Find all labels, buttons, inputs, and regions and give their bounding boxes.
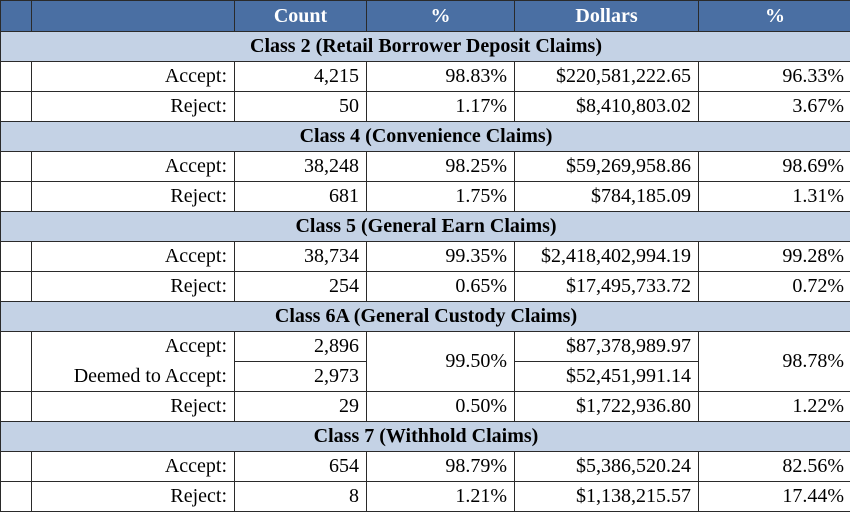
- class-title-row: Class 4 (Convenience Claims): [1, 122, 850, 152]
- count-percent-cell: 98.25%: [367, 152, 515, 182]
- row-spacer: [1, 182, 32, 212]
- dollars-percent-cell: 0.72%: [699, 272, 850, 302]
- count-cell: 8: [235, 482, 367, 512]
- table-row: Reject: 50 1.17% $8,410,803.02 3.67%: [1, 92, 850, 122]
- count-cell: 254: [235, 272, 367, 302]
- table-row: Reject: 8 1.21% $1,138,215.57 17.44%: [1, 482, 850, 512]
- row-label: Accept:: [32, 62, 235, 92]
- count-cell: 29: [235, 392, 367, 422]
- row-label: Accept:: [32, 242, 235, 272]
- count-percent-cell: 99.35%: [367, 242, 515, 272]
- header-row: Count % Dollars %: [1, 1, 850, 32]
- count-cell: 654: [235, 452, 367, 482]
- row-label: Deemed to Accept:: [32, 362, 235, 392]
- count-cell: 38,734: [235, 242, 367, 272]
- table-row: Accept: 38,734 99.35% $2,418,402,994.19 …: [1, 242, 850, 272]
- row-label: Reject:: [32, 272, 235, 302]
- count-percent-cell: 0.65%: [367, 272, 515, 302]
- dollars-percent-cell: 96.33%: [699, 62, 850, 92]
- row-label: Reject:: [32, 482, 235, 512]
- row-spacer: [1, 452, 32, 482]
- table-row: Reject: 29 0.50% $1,722,936.80 1.22%: [1, 392, 850, 422]
- count-percent-cell: 98.79%: [367, 452, 515, 482]
- dollars-cell: $1,138,215.57: [515, 482, 699, 512]
- dollars-cell: $5,386,520.24: [515, 452, 699, 482]
- class-title-row: Class 2 (Retail Borrower Deposit Claims): [1, 32, 850, 62]
- count-percent-cell: 98.83%: [367, 62, 515, 92]
- count-cell: 2,973: [235, 362, 367, 392]
- row-spacer: [1, 152, 32, 182]
- table-row: Reject: 254 0.65% $17,495,733.72 0.72%: [1, 272, 850, 302]
- row-label: Reject:: [32, 392, 235, 422]
- count-percent-cell: 99.50%: [367, 332, 515, 392]
- dollars-cell: $17,495,733.72: [515, 272, 699, 302]
- row-spacer: [1, 392, 32, 422]
- dollars-percent-cell: 98.69%: [699, 152, 850, 182]
- class-title: Class 5 (General Earn Claims): [1, 212, 850, 242]
- dollars-percent-cell: 82.56%: [699, 452, 850, 482]
- row-label: Accept:: [32, 332, 235, 362]
- dollars-percent-cell: 98.78%: [699, 332, 850, 392]
- header-count-percent: %: [367, 1, 515, 32]
- table-row: Accept: 654 98.79% $5,386,520.24 82.56%: [1, 452, 850, 482]
- header-count: Count: [235, 1, 367, 32]
- header-blank: [1, 1, 32, 32]
- row-label: Reject:: [32, 182, 235, 212]
- dollars-cell: $220,581,222.65: [515, 62, 699, 92]
- class-title-row: Class 7 (Withhold Claims): [1, 422, 850, 452]
- count-percent-cell: 0.50%: [367, 392, 515, 422]
- count-cell: 50: [235, 92, 367, 122]
- table-row: Accept: 4,215 98.83% $220,581,222.65 96.…: [1, 62, 850, 92]
- dollars-cell: $52,451,991.14: [515, 362, 699, 392]
- count-percent-cell: 1.21%: [367, 482, 515, 512]
- dollars-cell: $2,418,402,994.19: [515, 242, 699, 272]
- dollars-cell: $8,410,803.02: [515, 92, 699, 122]
- count-percent-cell: 1.75%: [367, 182, 515, 212]
- dollars-percent-cell: 17.44%: [699, 482, 850, 512]
- class-title-row: Class 6A (General Custody Claims): [1, 302, 850, 332]
- dollars-cell: $87,378,989.97: [515, 332, 699, 362]
- count-percent-cell: 1.17%: [367, 92, 515, 122]
- header-dollars: Dollars: [515, 1, 699, 32]
- class-title: Class 6A (General Custody Claims): [1, 302, 850, 332]
- row-spacer: [1, 482, 32, 512]
- header-label: [32, 1, 235, 32]
- dollars-percent-cell: 1.31%: [699, 182, 850, 212]
- row-label: Accept:: [32, 452, 235, 482]
- dollars-cell: $1,722,936.80: [515, 392, 699, 422]
- count-cell: 681: [235, 182, 367, 212]
- row-spacer: [1, 242, 32, 272]
- row-spacer: [1, 332, 32, 392]
- class-title: Class 7 (Withhold Claims): [1, 422, 850, 452]
- dollars-percent-cell: 3.67%: [699, 92, 850, 122]
- count-cell: 38,248: [235, 152, 367, 182]
- row-label: Reject:: [32, 92, 235, 122]
- dollars-cell: $59,269,958.86: [515, 152, 699, 182]
- table-row: Reject: 681 1.75% $784,185.09 1.31%: [1, 182, 850, 212]
- table-row: Accept: 2,896 99.50% $87,378,989.97 98.7…: [1, 332, 850, 362]
- dollars-percent-cell: 1.22%: [699, 392, 850, 422]
- row-spacer: [1, 62, 32, 92]
- row-label: Accept:: [32, 152, 235, 182]
- class-title: Class 4 (Convenience Claims): [1, 122, 850, 152]
- class-title-row: Class 5 (General Earn Claims): [1, 212, 850, 242]
- dollars-cell: $784,185.09: [515, 182, 699, 212]
- table-row: Accept: 38,248 98.25% $59,269,958.86 98.…: [1, 152, 850, 182]
- dollars-percent-cell: 99.28%: [699, 242, 850, 272]
- header-dollars-percent: %: [699, 1, 850, 32]
- count-cell: 4,215: [235, 62, 367, 92]
- class-title: Class 2 (Retail Borrower Deposit Claims): [1, 32, 850, 62]
- row-spacer: [1, 92, 32, 122]
- row-spacer: [1, 272, 32, 302]
- count-cell: 2,896: [235, 332, 367, 362]
